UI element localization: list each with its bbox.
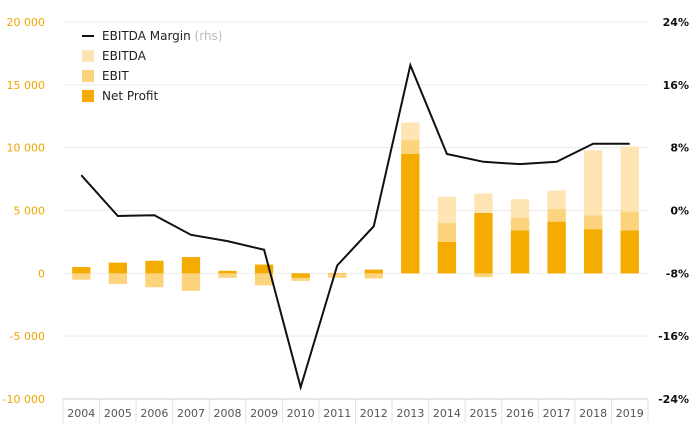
legend-swatch (82, 70, 94, 82)
net-profit-bar (108, 262, 127, 274)
x-axis-tick-label: 2011 (323, 407, 351, 420)
net-profit-bar (584, 229, 603, 274)
net-profit-bar (181, 256, 201, 274)
net-profit-bar (218, 270, 237, 274)
legend-swatch (82, 90, 94, 102)
bars (72, 122, 639, 291)
ebit-bar (364, 273, 383, 279)
x-axis-tick-label: 2008 (214, 407, 242, 420)
right-axis-tick-label: 8% (670, 142, 689, 155)
right-axis-tick-label: -16% (658, 330, 689, 343)
net-profit-bar (328, 273, 347, 274)
left-axis-tick-label: 0 (38, 267, 45, 280)
legend-label: EBITDA Margin (rhs) (102, 29, 223, 43)
x-axis-tick-label: 2016 (506, 407, 534, 420)
right-axis-tick-label: 24% (663, 16, 689, 29)
x-axis-tick-label: 2012 (360, 407, 388, 420)
legend-label-text: EBITDA Margin (102, 29, 195, 43)
ebitda-margin-line (80, 61, 630, 391)
net-profit-bar (72, 267, 91, 274)
legend-label-suffix: (rhs) (195, 29, 223, 43)
x-axis-tick-label: 2019 (616, 407, 644, 420)
ebit-bar (474, 273, 493, 278)
x-axis-tick-label: 2017 (543, 407, 571, 420)
left-axis-tick-label: -5 000 (10, 330, 45, 343)
x-axis-tick-label: 2014 (433, 407, 461, 420)
right-axis-tick-label: -24% (658, 393, 689, 406)
legend: EBITDA Margin (rhs) EBITDA EBIT Net Profit (82, 29, 223, 103)
net-profit-bar (364, 269, 383, 274)
x-axis-tick-label: 2006 (140, 407, 168, 420)
net-profit-bar (437, 241, 457, 274)
ebit-bar (328, 273, 347, 278)
ebit-bar (218, 273, 237, 278)
left-axis-tick-label: 10 000 (7, 142, 46, 155)
x-axis-tick-label: 2009 (250, 407, 278, 420)
net-profit-bar (510, 230, 530, 274)
ebit-bar (254, 273, 274, 286)
left-axis-tick-label: 5 000 (14, 205, 46, 218)
left-axis-tick-label: -10 000 (3, 393, 45, 406)
net-profit-bar (401, 153, 420, 274)
ebit-bar (181, 273, 201, 291)
right-axis-tick-label: 16% (663, 79, 689, 92)
x-axis-tick-label: 2004 (67, 407, 95, 420)
ebit-bar (72, 273, 91, 280)
gridlines (62, 21, 649, 423)
legend-label: EBITDA (102, 49, 147, 63)
legend-swatch (82, 50, 94, 62)
x-axis-tick-label: 2005 (104, 407, 132, 420)
ebit-bar (108, 273, 127, 285)
axes: 20 000 15 000 10 000 5 000 0 -5 000 -10 000 24%… (3, 16, 689, 420)
left-axis-tick-label: 20 000 (7, 16, 46, 29)
net-profit-bar (145, 260, 164, 274)
x-axis-tick-label: 2007 (177, 407, 205, 420)
right-axis-tick-label: 0% (670, 205, 689, 218)
net-profit-bar (254, 264, 274, 274)
x-axis-tick-label: 2010 (287, 407, 315, 420)
left-axis-tick-label: 15 000 (7, 79, 46, 92)
net-profit-bar (547, 221, 566, 274)
legend-label: Net Profit (102, 89, 158, 103)
x-axis-tick-label: 2015 (469, 407, 497, 420)
net-profit-bar (291, 273, 310, 278)
ebit-bar (145, 273, 164, 288)
net-profit-bar (474, 213, 493, 274)
x-axis-tick-label: 2018 (579, 407, 607, 420)
ebitda-margin-line-path (80, 61, 630, 391)
right-axis-tick-label: -8% (666, 267, 689, 280)
net-profit-bar (620, 230, 639, 274)
x-axis-tick-label: 2013 (396, 407, 424, 420)
legend-label: EBIT (102, 69, 129, 83)
